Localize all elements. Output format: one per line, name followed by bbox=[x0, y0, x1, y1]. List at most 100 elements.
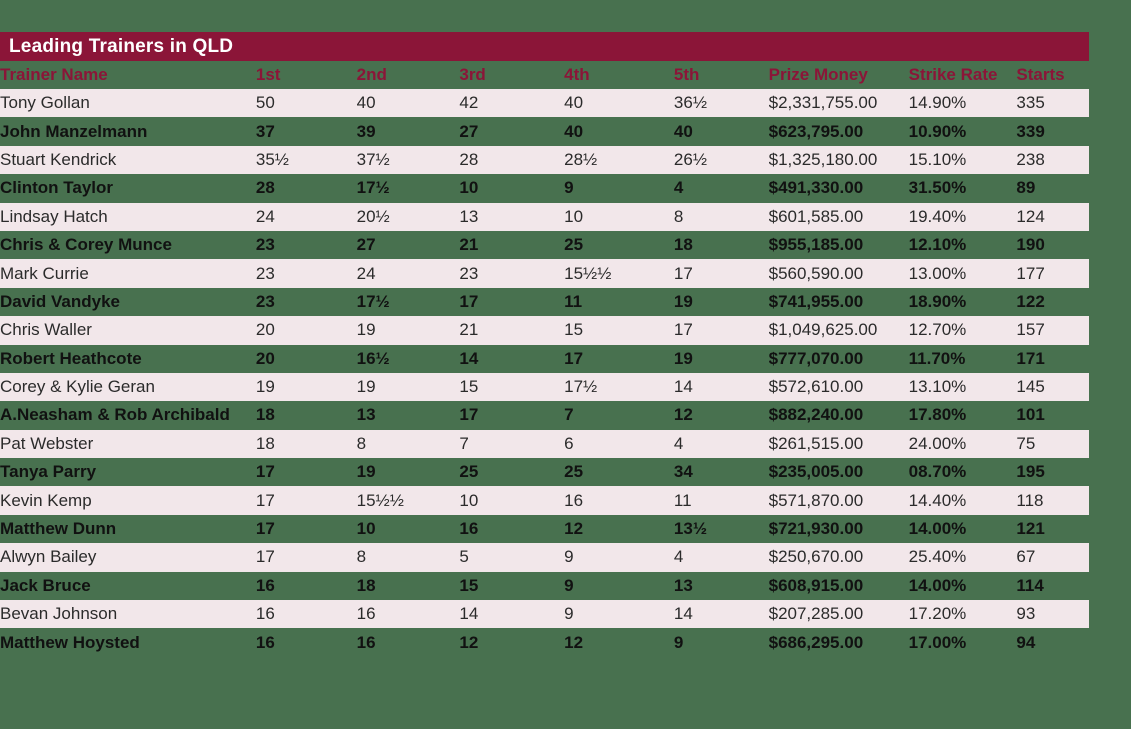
stat-cell-strike: 25.40% bbox=[908, 547, 967, 567]
stat-cell-strike: 31.50% bbox=[908, 178, 967, 198]
stat-cell-fifth: 19 bbox=[673, 291, 693, 311]
stat-cell-starts: 118 bbox=[1016, 490, 1044, 510]
stat-cell-third: 14 bbox=[459, 604, 479, 624]
stat-cell-third: 27 bbox=[459, 121, 479, 141]
stat-cell-prize: $686,295.00 bbox=[768, 632, 864, 652]
stat-cell-second: 13 bbox=[356, 405, 376, 425]
stat-cell-fourth: 9 bbox=[564, 575, 574, 595]
table-row: Stuart Kendrick 35½ 37½ 28 28½ 26½ $1,325,180.… bbox=[0, 145, 1089, 175]
stat-cell-strike: 12.70% bbox=[908, 320, 967, 340]
stat-cell-strike: 12.10% bbox=[908, 235, 967, 255]
stat-cell-prize: $1,049,625.00 bbox=[768, 320, 878, 340]
stat-cell-fourth: 25 bbox=[564, 235, 584, 255]
trainer-name-cell: Lindsay Hatch bbox=[0, 206, 108, 226]
table-row: Lindsay Hatch 24 20½ 13 10 8 $601,585.00 19.40%… bbox=[0, 202, 1089, 231]
page-background: Leading Trainers in QLD Trainer Name 1st 2… bbox=[0, 32, 1131, 729]
stat-cell-first: 20 bbox=[255, 320, 275, 340]
stat-cell-first: 18 bbox=[255, 405, 275, 425]
trainer-name-cell: Pat Webster bbox=[0, 433, 94, 453]
stat-cell-fourth: 40 bbox=[564, 121, 584, 141]
stat-cell-fifth: 17 bbox=[673, 263, 693, 283]
table-row: John Manzelmann 37 39 27 40 40 $623,795.00 10.9… bbox=[0, 117, 1089, 145]
stat-cell-starts: 89 bbox=[1016, 178, 1036, 198]
trainer-name-cell: Chris & Corey Munce bbox=[0, 235, 172, 255]
stat-cell-first: 16 bbox=[255, 604, 275, 624]
stat-cell-fifth: 9 bbox=[673, 632, 684, 652]
trainer-name-cell: Kevin Kemp bbox=[0, 490, 92, 510]
stat-cell-strike: 13.10% bbox=[908, 377, 967, 397]
stat-cell-starts: 190 bbox=[1016, 235, 1045, 255]
trainer-name-cell: Bevan Johnson bbox=[0, 604, 118, 624]
stat-cell-second: 16 bbox=[356, 632, 376, 652]
stat-cell-third: 5 bbox=[459, 547, 469, 567]
column-header-third: 3rd bbox=[459, 65, 486, 84]
table-row: Kevin Kemp 17 15½½ 10 16 11 $571,870.00 14.40% 1… bbox=[0, 486, 1089, 515]
stat-cell-strike: 17.80% bbox=[908, 405, 967, 425]
stat-cell-fifth: 14 bbox=[673, 377, 693, 397]
trainers-table: Trainer Name 1st 2nd 3rd 4th 5th Prize Money St… bbox=[0, 61, 1089, 657]
table-row: Matthew Dunn 17 10 16 12 13½ $721,930.00 14.00%… bbox=[0, 515, 1089, 543]
table-row: Alwyn Bailey 17 8 5 9 4 $250,670.00 25.40% 67 bbox=[0, 543, 1089, 572]
table-row: A.Neasham & Rob Archibald 18 13 17 7 12 $882,2… bbox=[0, 401, 1089, 429]
stat-cell-first: 20 bbox=[255, 348, 275, 368]
stat-cell-third: 17 bbox=[459, 405, 479, 425]
trainer-name-cell: Tony Gollan bbox=[0, 93, 90, 113]
stat-cell-fifth: 8 bbox=[673, 206, 684, 226]
stat-cell-first: 23 bbox=[255, 263, 275, 283]
trainer-name-cell: A.Neasham & Rob Archibald bbox=[0, 405, 230, 425]
table-row: Chris Waller 20 19 21 15 17 $1,049,625.00 12.70… bbox=[0, 316, 1089, 345]
stat-cell-strike: 19.40% bbox=[908, 206, 967, 226]
column-header-second: 2nd bbox=[356, 65, 387, 84]
trainer-name-cell: Mark Currie bbox=[0, 263, 89, 283]
stat-cell-first: 23 bbox=[255, 235, 275, 255]
stat-cell-starts: 121 bbox=[1016, 519, 1045, 539]
trainer-name-cell: Chris Waller bbox=[0, 320, 92, 340]
stat-cell-fourth: 16 bbox=[564, 490, 584, 510]
table-row: Mark Currie 23 24 23 15½½ 17 $560,590.00 13.00%… bbox=[0, 259, 1089, 288]
stat-cell-strike: 14.00% bbox=[908, 575, 967, 595]
stat-cell-fourth: 17 bbox=[564, 348, 584, 368]
stat-cell-fifth: 12 bbox=[673, 405, 693, 425]
stat-cell-fifth: 14 bbox=[673, 604, 693, 624]
stat-cell-prize: $235,005.00 bbox=[768, 462, 864, 482]
stat-cell-third: 25 bbox=[459, 462, 479, 482]
stat-cell-starts: 171 bbox=[1016, 348, 1045, 368]
stat-cell-first: 17 bbox=[255, 547, 275, 567]
table-title-bar: Leading Trainers in QLD bbox=[0, 32, 1089, 61]
stat-cell-starts: 177 bbox=[1016, 263, 1045, 283]
stat-cell-strike: 17.00% bbox=[908, 632, 967, 652]
stat-cell-second: 39 bbox=[356, 121, 376, 141]
stat-cell-prize: $777,070.00 bbox=[768, 348, 864, 368]
stat-cell-fourth: 9 bbox=[564, 178, 574, 198]
stat-cell-strike: 18.90% bbox=[908, 291, 967, 311]
table-body: Tony Gollan 50 40 42 40 36½ $2,331,755.00 14.90… bbox=[0, 89, 1089, 657]
stat-cell-prize: $2,331,755.00 bbox=[768, 93, 878, 113]
stat-cell-second: 18 bbox=[356, 575, 376, 595]
stat-cell-first: 35½ bbox=[255, 149, 289, 169]
stat-cell-strike: 14.90% bbox=[908, 93, 967, 113]
stat-cell-prize: $882,240.00 bbox=[768, 405, 864, 425]
stat-cell-strike: 15.10% bbox=[908, 149, 967, 169]
stat-cell-third: 12 bbox=[459, 632, 479, 652]
stat-cell-fifth: 36½ bbox=[673, 93, 708, 113]
table-row: Robert Heathcote 20 16½ 14 17 19 $777,070.00 11… bbox=[0, 345, 1089, 373]
stat-cell-third: 17 bbox=[459, 291, 479, 311]
stat-cell-starts: 339 bbox=[1016, 121, 1045, 141]
stat-cell-strike: 11.70% bbox=[908, 348, 966, 368]
column-header-first: 1st bbox=[255, 65, 281, 84]
stat-cell-prize: $207,285.00 bbox=[768, 604, 864, 624]
stat-cell-first: 17 bbox=[255, 519, 275, 539]
stat-cell-third: 7 bbox=[459, 433, 469, 453]
stat-cell-third: 10 bbox=[459, 490, 479, 510]
stat-cell-prize: $560,590.00 bbox=[768, 263, 864, 283]
stat-cell-fourth: 9 bbox=[564, 547, 574, 567]
stat-cell-first: 50 bbox=[255, 93, 275, 113]
stat-cell-fifth: 18 bbox=[673, 235, 693, 255]
stat-cell-fourth: 28½ bbox=[564, 149, 598, 169]
stat-cell-fifth: 13 bbox=[673, 575, 693, 595]
trainer-name-cell: Clinton Taylor bbox=[0, 178, 114, 198]
trainer-name-cell: Alwyn Bailey bbox=[0, 547, 97, 567]
stat-cell-starts: 195 bbox=[1016, 462, 1045, 482]
trainer-name-cell: Robert Heathcote bbox=[0, 348, 142, 368]
stat-cell-starts: 114 bbox=[1016, 575, 1044, 595]
